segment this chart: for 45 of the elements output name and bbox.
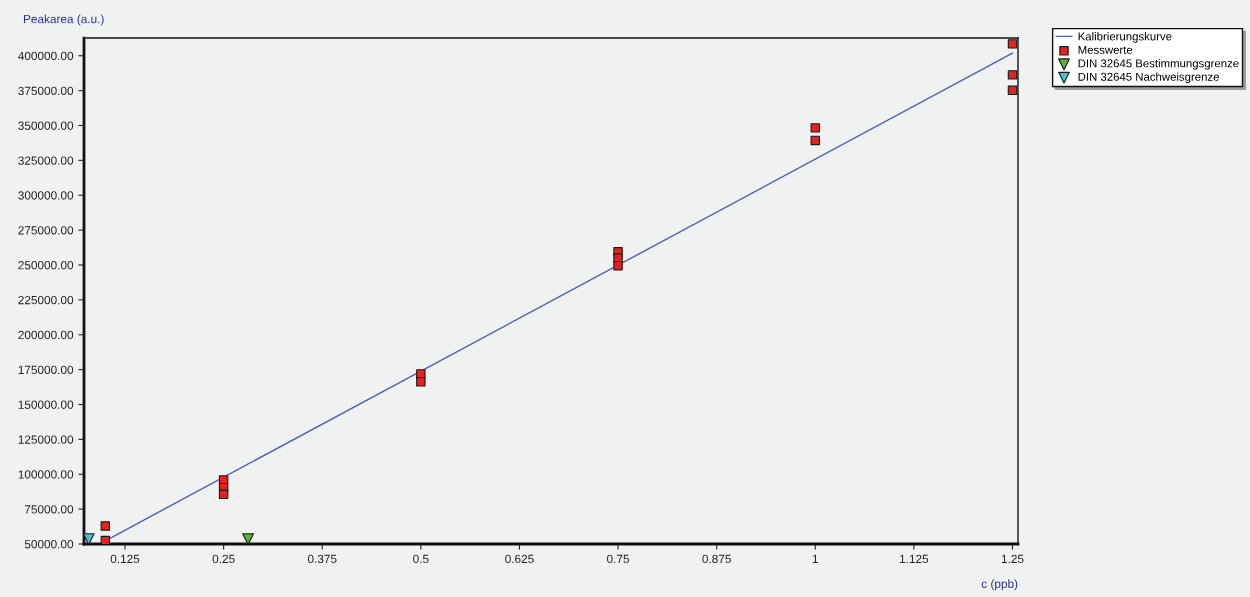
y-tick-label: 175000.00 (18, 365, 74, 375)
point (416, 377, 426, 387)
legend-label: Kalibrierungskurve (1078, 32, 1172, 43)
point (810, 135, 820, 146)
legend-label: DIN 32645 Nachweisgrenze (1078, 72, 1219, 84)
y-tick-label: 75000.00 (24, 505, 74, 514)
point (613, 253, 623, 263)
y-tick-label: 325000.00 (18, 156, 74, 165)
point (100, 535, 111, 544)
y-axis-title: Peakarea (a.u.) (23, 14, 104, 26)
legend-label: DIN 32645 Bestimmungsgrenze (1078, 59, 1239, 70)
x-tick-label: 0.625 (505, 554, 534, 564)
point (100, 521, 111, 531)
x-tick-label: 0.875 (702, 554, 731, 564)
y-tick-label: 275000.00 (18, 226, 74, 235)
point (1007, 39, 1018, 49)
x-tick-label: 1.25 (1001, 554, 1024, 564)
x-axis-title: c (ppb) (981, 579, 1018, 591)
point (416, 369, 426, 379)
y-tick-label: 200000.00 (18, 330, 74, 340)
y-tick-label: 400000.00 (18, 51, 74, 61)
y-tick-label: 250000.00 (18, 261, 74, 270)
legend-label: Messwerte (1078, 45, 1133, 54)
y-tick-label: 375000.00 (18, 86, 74, 96)
y-tick-label: 125000.00 (18, 435, 74, 444)
y-tick-label: 150000.00 (18, 400, 74, 409)
point (218, 489, 229, 500)
point (613, 260, 623, 271)
y-tick-label: 50000.00 (24, 540, 74, 549)
x-tick-label: 0.5 (413, 554, 429, 564)
point (1007, 85, 1018, 96)
y-tick-label: 300000.00 (18, 191, 74, 200)
point (1007, 70, 1018, 80)
y-tick-label: 225000.00 (18, 295, 74, 305)
point (242, 533, 255, 544)
point (84, 533, 95, 544)
point (810, 123, 820, 133)
x-tick-label: 0.75 (607, 554, 630, 564)
x-tick-label: 1 (812, 554, 818, 563)
x-tick-label: 0.25 (212, 554, 235, 564)
y-tick-label: 100000.00 (18, 470, 74, 479)
x-tick-label: 1.125 (900, 554, 929, 564)
y-tick-label: 350000.00 (18, 121, 74, 130)
x-tick-label: 0.125 (110, 554, 140, 564)
x-tick-label: 0.375 (307, 554, 337, 564)
